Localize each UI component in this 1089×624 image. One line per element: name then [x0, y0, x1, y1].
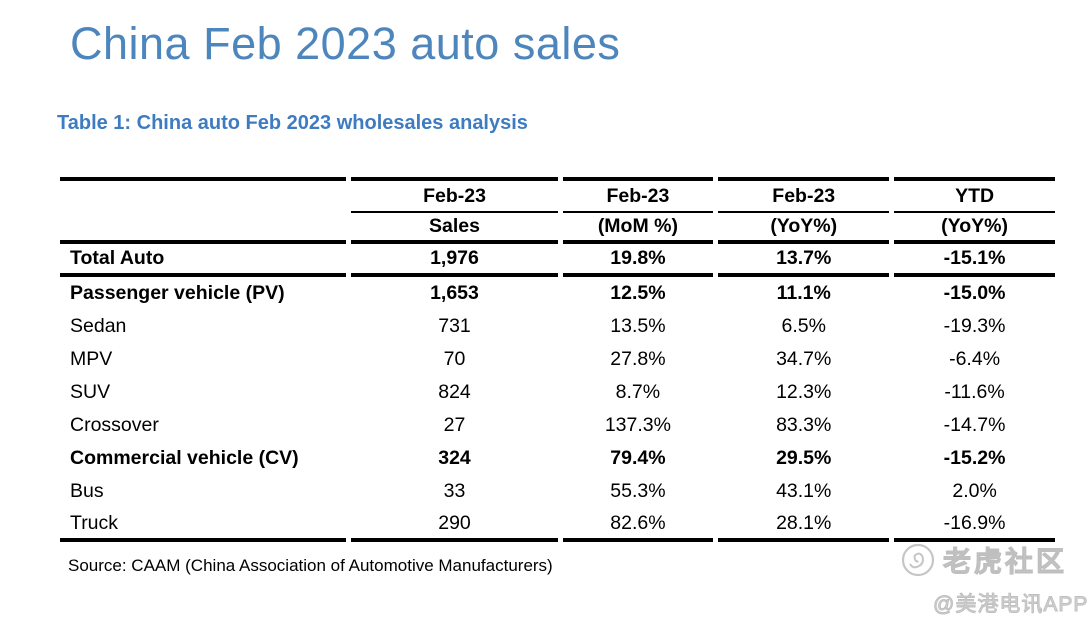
cell-yoy: 12.3% — [776, 381, 832, 403]
cell-sales: 290 — [351, 508, 558, 542]
cell-ytd: -15.0% — [943, 282, 1006, 304]
row-label: Sedan — [70, 315, 127, 337]
table-row: SUV 824 8.7% 12.3% -11.6% — [60, 376, 1055, 409]
row-label: Total Auto — [60, 244, 347, 277]
table-row: Passenger vehicle (PV) 1,653 12.5% 11.1%… — [60, 277, 1055, 310]
row-label: MPV — [70, 348, 113, 370]
header-sales-label: Sales — [351, 213, 558, 244]
row-label: Passenger vehicle (PV) — [70, 282, 285, 304]
cell-yoy: 6.5% — [781, 315, 826, 337]
header-feb23-mom: Feb-23 — [562, 177, 714, 213]
row-label: SUV — [70, 381, 111, 403]
cell-yoy: 29.5% — [776, 447, 832, 469]
cell-mom: 8.7% — [615, 381, 661, 403]
row-label: Truck — [60, 508, 347, 542]
cell-ytd: -15.2% — [943, 447, 1006, 469]
cell-sales: 70 — [443, 348, 466, 370]
header-empty — [60, 177, 347, 213]
cell-ytd: -14.7% — [943, 414, 1006, 436]
row-label: Commercial vehicle (CV) — [70, 447, 299, 469]
cell-sales: 824 — [438, 381, 471, 403]
cell-sales: 27 — [443, 414, 466, 436]
header-feb23-yoy: Feb-23 — [718, 177, 890, 213]
cell-mom: 82.6% — [562, 508, 714, 542]
source-note: Source: CAAM (China Association of Autom… — [68, 556, 553, 575]
header-empty — [60, 213, 347, 244]
cell-sales: 1,653 — [430, 282, 479, 304]
cell-mom: 27.8% — [610, 348, 666, 370]
watermark-community-text: 老虎社区 — [942, 546, 1068, 578]
sales-table: Feb-23 Feb-23 Feb-23 YTD Sales (MoM %) (… — [55, 177, 1060, 542]
table-row: Sedan 731 13.5% 6.5% -19.3% — [60, 310, 1055, 343]
row-label: Bus — [70, 480, 104, 502]
table-row: Crossover 27 137.3% 83.3% -14.7% — [60, 409, 1055, 442]
cell-yoy: 83.3% — [776, 414, 832, 436]
cell-ytd: -16.9% — [894, 508, 1055, 542]
cell-yoy: 34.7% — [776, 348, 832, 370]
cell-yoy: 13.7% — [718, 244, 890, 277]
cell-sales: 1,976 — [351, 244, 558, 277]
watermark-community-row: 老虎社区 — [901, 540, 1067, 580]
cell-yoy: 43.1% — [776, 480, 832, 502]
cell-mom: 12.5% — [610, 282, 666, 304]
cell-ytd: -15.1% — [894, 244, 1055, 277]
tiger-icon — [901, 543, 935, 577]
cell-ytd: -19.3% — [943, 315, 1006, 337]
page-title: China Feb 2023 auto sales — [70, 18, 621, 69]
cell-ytd: 2.0% — [952, 480, 997, 502]
table-row: Total Auto 1,976 19.8% 13.7% -15.1% — [60, 244, 1055, 277]
table-row: Bus 33 55.3% 43.1% 2.0% — [60, 475, 1055, 508]
table-row: Truck 290 82.6% 28.1% -16.9% — [60, 508, 1055, 542]
sales-table-wrap: Feb-23 Feb-23 Feb-23 YTD Sales (MoM %) (… — [55, 177, 1060, 542]
header-yoy-label: (YoY%) — [718, 213, 890, 244]
table-body: Feb-23 Feb-23 Feb-23 YTD Sales (MoM %) (… — [60, 177, 1055, 542]
table-row: Commercial vehicle (CV) 324 79.4% 29.5% … — [60, 442, 1055, 475]
cell-mom: 19.8% — [562, 244, 714, 277]
cell-sales: 33 — [443, 480, 466, 502]
cell-mom: 13.5% — [610, 315, 666, 337]
header-feb23-sales: Feb-23 — [351, 177, 558, 213]
table-row: MPV 70 27.8% 34.7% -6.4% — [60, 343, 1055, 376]
header-ytd-yoy-label: (YoY%) — [894, 213, 1055, 244]
header-row-period: Feb-23 Feb-23 Feb-23 YTD — [60, 177, 1055, 213]
cell-mom: 55.3% — [610, 480, 666, 502]
table-caption: Table 1: China auto Feb 2023 wholesales … — [57, 112, 528, 134]
header-ytd: YTD — [894, 177, 1055, 213]
cell-ytd: -6.4% — [949, 348, 1001, 370]
watermark-app-text: @美港电讯APP — [932, 593, 1089, 617]
cell-yoy: 28.1% — [718, 508, 890, 542]
cell-mom: 79.4% — [610, 447, 666, 469]
row-label: Crossover — [70, 414, 159, 436]
header-mom-label: (MoM %) — [562, 213, 714, 244]
cell-sales: 324 — [438, 447, 471, 469]
cell-yoy: 11.1% — [776, 282, 831, 304]
cell-sales: 731 — [438, 315, 471, 337]
cell-mom: 137.3% — [604, 414, 671, 436]
cell-ytd: -11.6% — [944, 381, 1005, 403]
header-row-metric: Sales (MoM %) (YoY%) (YoY%) — [60, 213, 1055, 244]
